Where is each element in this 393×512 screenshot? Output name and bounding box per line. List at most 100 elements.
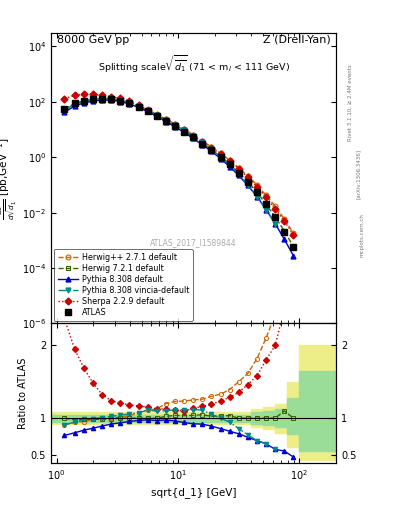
Line: Sherpa 2.2.9 default: Sherpa 2.2.9 default [62,92,296,237]
ATLAS [163,118,168,124]
Pythia 8.308 vincia-default [154,112,159,118]
Herwig 7.2.1 default [200,140,204,146]
Herwig++ 2.7.1 default [200,138,204,144]
ATLAS [173,123,177,130]
ATLAS [91,96,95,102]
Herwig++ 2.7.1 default [82,98,86,104]
ATLAS [82,98,86,104]
Herwig++ 2.7.1 default [72,101,77,107]
Pythia 8.308 default [62,109,67,115]
Sherpa 2.2.9 default [264,194,268,200]
Sherpa 2.2.9 default [72,92,77,98]
Pythia 8.308 default [163,118,168,124]
Herwig++ 2.7.1 default [182,126,186,132]
Text: [arXiv:1306.3436]: [arXiv:1306.3436] [356,149,361,199]
Sherpa 2.2.9 default [163,117,168,123]
Sherpa 2.2.9 default [127,98,132,104]
ATLAS [191,134,195,140]
Herwig 7.2.1 default [173,123,177,129]
Herwig++ 2.7.1 default [236,165,241,171]
ATLAS [282,229,286,235]
Pythia 8.308 vincia-default [182,127,186,133]
ATLAS [273,214,277,220]
Herwig++ 2.7.1 default [91,96,95,102]
Text: mcplots.cern.ch: mcplots.cern.ch [360,214,365,258]
Pythia 8.308 default [118,98,123,104]
Pythia 8.308 default [273,221,277,227]
Pythia 8.308 default [154,113,159,119]
Herwig++ 2.7.1 default [62,107,67,113]
Pythia 8.308 default [145,109,150,115]
Sherpa 2.2.9 default [200,139,204,145]
Pythia 8.308 default [136,104,141,111]
X-axis label: sqrt{d_1} [GeV]: sqrt{d_1} [GeV] [151,487,236,499]
Pythia 8.308 vincia-default [209,146,214,152]
Sherpa 2.2.9 default [255,184,259,190]
Sherpa 2.2.9 default [218,151,223,157]
Pythia 8.308 default [127,101,132,107]
Herwig++ 2.7.1 default [264,193,268,199]
Herwig++ 2.7.1 default [154,112,159,118]
Herwig++ 2.7.1 default [145,107,150,113]
Pythia 8.308 default [200,142,204,148]
Line: Herwig 7.2.1 default: Herwig 7.2.1 default [62,96,296,249]
Legend: Herwig++ 2.7.1 default, Herwig 7.2.1 default, Pythia 8.308 default, Pythia 8.308: Herwig++ 2.7.1 default, Herwig 7.2.1 def… [53,249,193,321]
Sherpa 2.2.9 default [145,106,150,113]
Pythia 8.308 vincia-default [236,172,241,178]
Herwig 7.2.1 default [72,100,77,106]
ATLAS [255,189,259,195]
Line: ATLAS: ATLAS [62,96,296,249]
ATLAS [246,179,250,185]
Text: Splitting scale$\sqrt{\overline{d_1}}$ (71 < m$_l$ < 111 GeV): Splitting scale$\sqrt{\overline{d_1}}$ (… [97,54,290,75]
ATLAS [291,243,296,249]
Pythia 8.308 default [291,252,296,259]
Y-axis label: Ratio to ATLAS: Ratio to ATLAS [18,358,28,429]
Herwig 7.2.1 default [191,134,195,140]
Herwig++ 2.7.1 default [173,121,177,127]
Sherpa 2.2.9 default [173,122,177,128]
Herwig 7.2.1 default [62,106,67,112]
Pythia 8.308 default [282,236,286,242]
Pythia 8.308 default [227,163,232,169]
ATLAS [145,108,150,114]
ATLAS [218,154,223,160]
Herwig 7.2.1 default [218,153,223,159]
Herwig++ 2.7.1 default [291,230,296,237]
Sherpa 2.2.9 default [154,112,159,118]
Herwig 7.2.1 default [255,189,259,195]
Herwig 7.2.1 default [227,161,232,167]
Herwig++ 2.7.1 default [246,173,250,179]
Pythia 8.308 vincia-default [273,221,277,227]
Herwig++ 2.7.1 default [209,144,214,150]
Sherpa 2.2.9 default [282,218,286,224]
ATLAS [182,129,186,135]
Pythia 8.308 default [82,100,86,106]
Herwig 7.2.1 default [118,98,123,104]
Pythia 8.308 default [236,173,241,179]
Pythia 8.308 vincia-default [227,162,232,168]
Herwig 7.2.1 default [109,96,114,102]
Herwig 7.2.1 default [163,118,168,124]
Pythia 8.308 default [72,103,77,109]
ATLAS [227,161,232,167]
Pythia 8.308 default [100,97,105,103]
Herwig 7.2.1 default [154,113,159,119]
Herwig++ 2.7.1 default [118,97,123,103]
Herwig 7.2.1 default [209,146,214,153]
Sherpa 2.2.9 default [109,94,114,100]
Herwig 7.2.1 default [136,104,141,110]
Pythia 8.308 default [209,148,214,154]
Herwig++ 2.7.1 default [109,96,114,102]
Sherpa 2.2.9 default [273,205,277,211]
Pythia 8.308 vincia-default [145,107,150,113]
Pythia 8.308 vincia-default [163,117,168,123]
Pythia 8.308 vincia-default [91,96,95,102]
Pythia 8.308 vincia-default [82,98,86,104]
ATLAS [100,96,105,102]
Sherpa 2.2.9 default [246,174,250,180]
Herwig 7.2.1 default [145,108,150,114]
Herwig 7.2.1 default [264,201,268,207]
Pythia 8.308 vincia-default [200,139,204,145]
ATLAS [264,201,268,207]
ATLAS [200,141,204,147]
